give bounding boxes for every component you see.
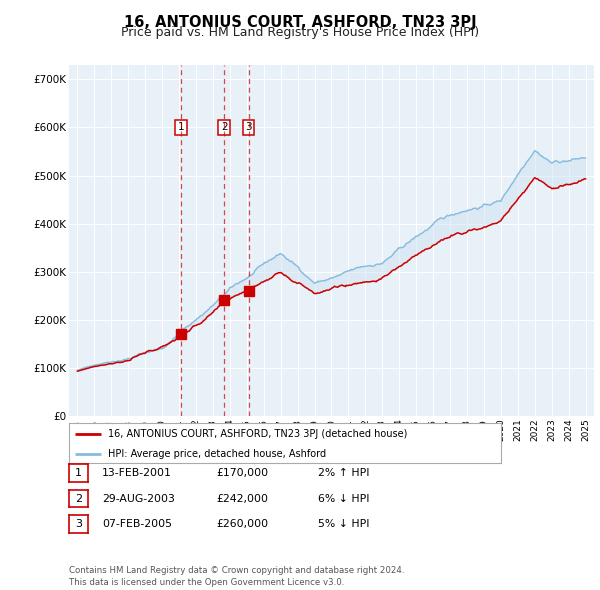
Text: 1: 1 [178, 122, 184, 132]
Text: 2: 2 [221, 122, 227, 132]
Text: HPI: Average price, detached house, Ashford: HPI: Average price, detached house, Ashf… [108, 450, 326, 460]
Text: Contains HM Land Registry data © Crown copyright and database right 2024.
This d: Contains HM Land Registry data © Crown c… [69, 566, 404, 587]
Text: Price paid vs. HM Land Registry's House Price Index (HPI): Price paid vs. HM Land Registry's House … [121, 26, 479, 39]
Text: 29-AUG-2003: 29-AUG-2003 [102, 494, 175, 503]
Text: 3: 3 [245, 122, 252, 132]
Text: 3: 3 [75, 519, 82, 529]
Text: 16, ANTONIUS COURT, ASHFORD, TN23 3PJ: 16, ANTONIUS COURT, ASHFORD, TN23 3PJ [124, 15, 476, 30]
Text: 5% ↓ HPI: 5% ↓ HPI [318, 519, 370, 529]
Text: 6% ↓ HPI: 6% ↓ HPI [318, 494, 370, 503]
Text: 2% ↑ HPI: 2% ↑ HPI [318, 468, 370, 478]
Text: 07-FEB-2005: 07-FEB-2005 [102, 519, 172, 529]
Text: 2: 2 [75, 494, 82, 503]
Text: 13-FEB-2001: 13-FEB-2001 [102, 468, 172, 478]
Text: 16, ANTONIUS COURT, ASHFORD, TN23 3PJ (detached house): 16, ANTONIUS COURT, ASHFORD, TN23 3PJ (d… [108, 430, 407, 440]
Text: £170,000: £170,000 [216, 468, 268, 478]
Text: £260,000: £260,000 [216, 519, 268, 529]
Text: 1: 1 [75, 468, 82, 478]
Text: £242,000: £242,000 [216, 494, 268, 503]
